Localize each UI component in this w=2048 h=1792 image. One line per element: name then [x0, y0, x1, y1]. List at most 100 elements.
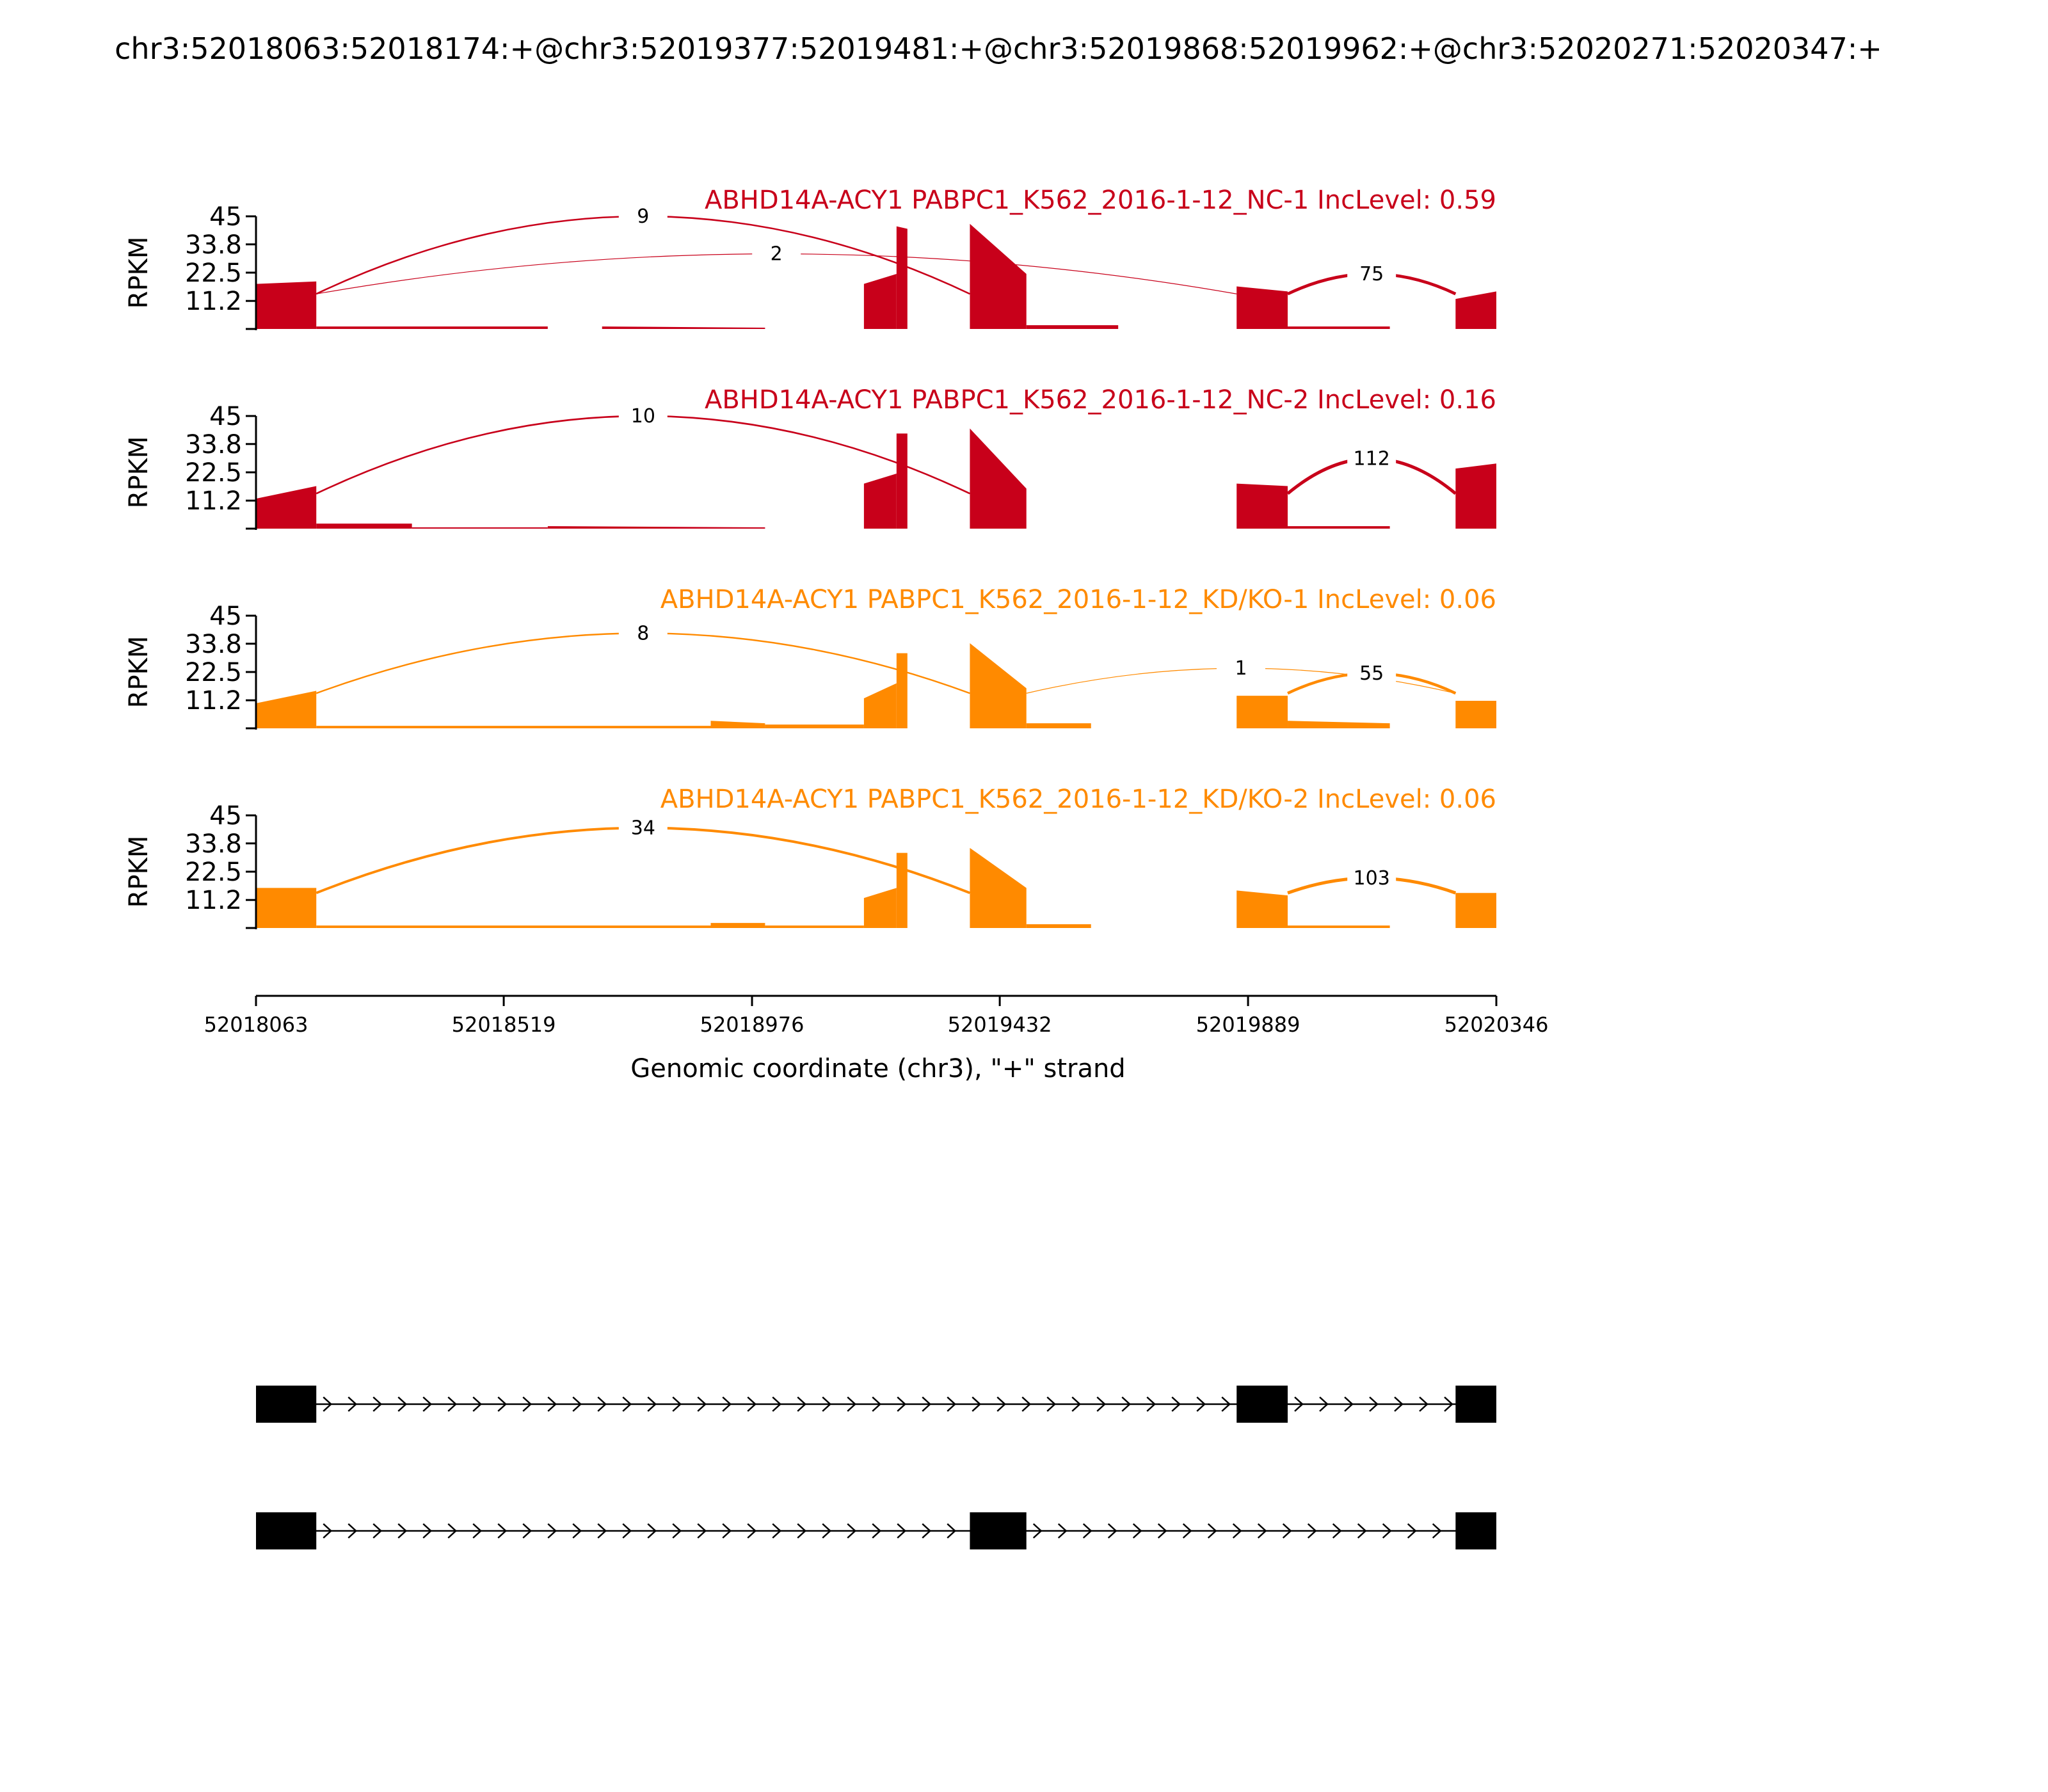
strand-arrow: [672, 1396, 682, 1412]
y-tick-label: 11.2: [185, 686, 242, 716]
strand-arrow: [922, 1523, 932, 1539]
strand-arrow: [772, 1523, 782, 1539]
strand-arrow: [697, 1523, 707, 1539]
strand-arrow: [572, 1396, 582, 1412]
coverage-segment: [1288, 526, 1390, 529]
strand-arrow: [1394, 1396, 1404, 1412]
junction-count: 103: [1354, 867, 1390, 890]
junction-count: 34: [631, 817, 655, 840]
strand-arrow: [522, 1396, 532, 1412]
strand-arrow: [472, 1396, 483, 1412]
x-axis-label: Genomic coordinate (chr3), "+" strand: [630, 1054, 1125, 1084]
track-label: ABHD14A-ACY1 PABPC1_K562_2016-1-12_NC-1 …: [705, 186, 1496, 215]
x-tick-label: 52019889: [1196, 1012, 1300, 1037]
track-2: 10 112 ABHD14A-ACY1 PABPC1_K562_2016-1-12_…: [124, 385, 1496, 530]
strand-arrow: [897, 1396, 907, 1412]
strand-arrow: [996, 1396, 1007, 1412]
strand-arrow: [422, 1523, 433, 1539]
y-tick-label: 22.5: [185, 458, 242, 488]
coverage-segment: [1455, 700, 1496, 728]
strand-arrow: [1257, 1523, 1267, 1539]
strand-arrow: [323, 1523, 333, 1539]
strand-arrow: [1021, 1396, 1032, 1412]
track-label: ABHD14A-ACY1 PABPC1_K562_2016-1-12_KD/KO…: [660, 585, 1496, 614]
y-tick-label: 45: [209, 202, 242, 232]
strand-arrow: [847, 1396, 857, 1412]
strand-arrow: [872, 1523, 882, 1539]
strand-arrow: [1157, 1523, 1167, 1539]
strand-arrow: [1407, 1523, 1417, 1539]
coverage-segment: [1026, 924, 1091, 928]
strand-arrow: [348, 1523, 358, 1539]
strand-arrow: [1369, 1396, 1379, 1412]
strand-arrow: [1182, 1523, 1192, 1539]
strand-arrow: [1344, 1396, 1354, 1412]
coverage-segment: [1236, 890, 1288, 928]
coverage-segment: [1455, 463, 1496, 529]
strand-arrow: [747, 1396, 757, 1412]
strand-arrow: [1121, 1396, 1132, 1412]
strand-arrow: [1319, 1396, 1329, 1412]
track-label: ABHD14A-ACY1 PABPC1_K562_2016-1-12_NC-2 …: [705, 385, 1496, 415]
coverage-segment: [1455, 291, 1496, 329]
strand-arrow: [847, 1523, 857, 1539]
strand-arrow: [472, 1523, 483, 1539]
coverage-segment: [863, 473, 897, 529]
strand-arrow: [897, 1523, 907, 1539]
strand-arrow: [622, 1396, 632, 1412]
junction-count: 1: [1235, 657, 1247, 680]
strand-arrow: [1432, 1523, 1442, 1539]
junction-count: 75: [1359, 263, 1384, 285]
coverage-segment: [1236, 286, 1288, 329]
y-tick-label: 45: [209, 801, 242, 831]
strand-arrow: [722, 1396, 732, 1412]
strand-arrow: [497, 1523, 508, 1539]
coverage-segment: [1288, 326, 1390, 329]
strand-arrow: [597, 1396, 607, 1412]
coverage-segment: [1455, 893, 1496, 928]
strand-arrow: [348, 1396, 358, 1412]
strand-arrow: [1294, 1396, 1304, 1412]
junction-label-bg: [618, 205, 668, 227]
y-tick-label: 22.5: [185, 259, 242, 288]
coverage-segment: [316, 925, 711, 928]
strand-arrow: [1046, 1396, 1057, 1412]
coverage-tracks: 9 2 75 ABHD14A-ACY1 PABPC1_K562_2016-1-12_N…: [124, 186, 1496, 929]
y-tick-label: 33.8: [185, 230, 242, 260]
strand-arrow: [922, 1396, 932, 1412]
coverage-segment: [602, 326, 765, 329]
junction-label-bg: [1217, 657, 1266, 679]
y-tick-label: 45: [209, 402, 242, 431]
strand-arrow: [1032, 1523, 1043, 1539]
strand-arrow: [1057, 1523, 1068, 1539]
track-3: 8 1 55 ABHD14A-ACY1 PABPC1_K562_2016-1-12_K…: [124, 585, 1496, 730]
coverage-segment: [970, 223, 1027, 329]
coverage-segment: [316, 726, 711, 728]
coverage-segment: [1026, 723, 1091, 728]
coverage-segment: [765, 724, 864, 728]
y-tick-label: 11.2: [185, 486, 242, 516]
chart-title: chr3:52018063:52018174:+@chr3:52019377:5…: [115, 31, 1882, 66]
y-axis-label: RPKM: [124, 636, 154, 708]
coverage-segment: [710, 923, 765, 928]
strand-arrow: [797, 1396, 807, 1412]
strand-arrow: [497, 1396, 508, 1412]
coverage-segment: [710, 721, 765, 728]
junction-label-bg: [1347, 262, 1396, 284]
isoform-2: [256, 1512, 1496, 1549]
y-tick-label: 45: [209, 602, 242, 631]
strand-arrow: [1444, 1396, 1453, 1412]
strand-arrow: [1107, 1523, 1117, 1539]
strand-arrow: [822, 1396, 832, 1412]
coverage-segment: [765, 925, 864, 928]
exon-block: [970, 1512, 1027, 1549]
strand-arrow: [1146, 1396, 1156, 1412]
coverage-segment: [896, 852, 908, 928]
strand-arrow: [747, 1523, 757, 1539]
strand-arrow: [947, 1396, 957, 1412]
strand-arrow: [1282, 1523, 1292, 1539]
isoform-1: [256, 1386, 1496, 1423]
strand-arrow: [372, 1396, 383, 1412]
coverage-segment: [316, 326, 548, 329]
strand-arrow: [397, 1523, 408, 1539]
